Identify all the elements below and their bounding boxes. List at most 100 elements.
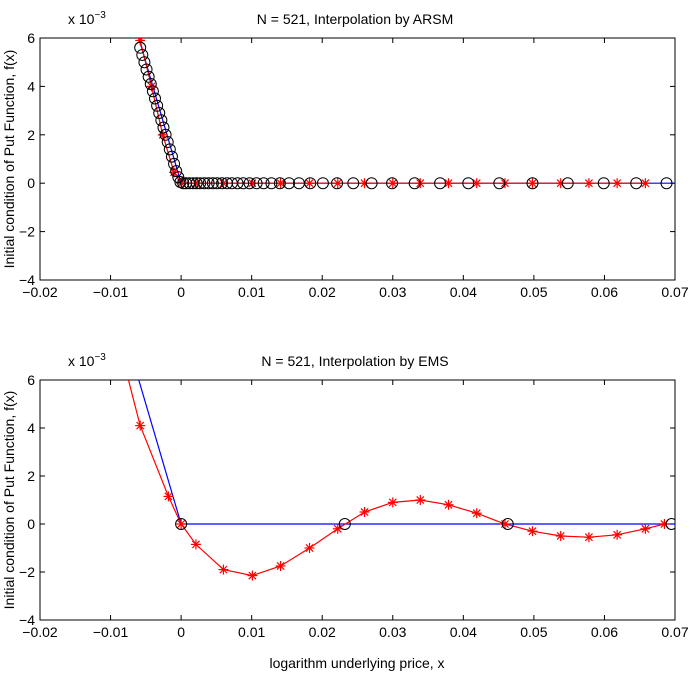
arsm-star-marker [555,178,566,189]
arsm-x-tick-label: −0.01 [93,284,129,300]
arsm-node-circle [198,177,211,190]
arsm-y-tick-label: 2 [27,127,35,143]
arsm-node-circle [134,41,147,54]
arsm-plot-area [39,37,676,281]
ems-star-marker [583,532,594,543]
arsm-node-circle [316,177,329,190]
arsm-y-tick-label: 6 [27,30,35,46]
arsm-node-circle [161,136,174,149]
arsm-title: N = 521, Interpolation by ARSM [257,11,454,27]
ems-y-tick-label: −4 [19,612,35,628]
arsm-node-circle [462,177,475,190]
arsm-node-circle [597,177,610,190]
arsm-x-tick-label: 0.02 [309,284,336,300]
arsm-node-circle [153,107,166,120]
arsm-node-circle [243,177,256,190]
ems-x-tick-label: −0.02 [22,624,58,640]
ems-y-tick-label: 0 [27,516,35,532]
ems-star-marker [135,420,146,431]
ems-node-circle [338,518,351,530]
arsm-star-marker [583,178,594,189]
ems-star-marker [471,508,482,519]
arsm-node-circle [190,177,203,190]
ems-x-tick-label: 0.06 [591,624,618,640]
arsm-y-ticks: −4 −2 0 2 4 6 [19,30,675,288]
ems-x-tick-label: −0.01 [93,624,129,640]
arsm-node-circle [660,177,673,190]
arsm-node-circle [304,177,317,190]
arsm-star-marker [471,178,482,189]
arsm-node-circle [140,63,153,76]
arsm-node-circle [283,177,296,190]
arsm-y-tick-label: −4 [19,272,35,288]
ems-y-tick-label: 6 [27,372,35,388]
arsm-node-circle [561,177,574,190]
arsm-node-circle [165,150,178,163]
arsm-x-tick-label: −0.02 [22,284,58,300]
arsm-y-tick-label: −2 [19,224,35,240]
arsm-node-circle [155,114,168,127]
ems-x-tick-label: 0.03 [379,624,406,640]
arsm-x-ticks: −0.02 −0.01 0 0.01 0.02 0.03 0.04 0.05 0.06 0.07 [22,38,689,300]
arsm-node-circle [331,177,344,190]
arsm-x-tick-label: 0.06 [591,284,618,300]
ems-star-marker [499,519,510,529]
ems-x-axis-label: logarithm underlying price, x [269,655,444,671]
arsm-x-tick-label: 0 [177,284,185,300]
arsm-node-circle [157,121,170,134]
ems-star-marker [275,561,286,571]
ems-chart: N = 521, Interpolation by EMS x 10−3 Ini… [1,352,689,671]
ems-star-marker [176,519,187,529]
arsm-node-circle [231,177,244,190]
ems-star-marker [247,570,258,581]
arsm-node-circle [206,177,219,190]
ems-series [120,363,675,581]
arsm-node-circle [138,56,151,69]
ems-x-tick-label: 0 [177,624,185,640]
arsm-x-tick-label: 0.04 [450,284,477,300]
ems-title: N = 521, Interpolation by EMS [261,353,448,369]
ems-y-axis-label: Initial condition of Put Function, f(x) [1,391,17,610]
ems-star-marker [527,526,538,537]
arsm-node-circle [151,99,164,112]
arsm-star-marker [304,178,315,189]
arsm-node-circle [149,92,162,105]
arsm-node-circle [493,177,506,190]
arsm-node-circle [237,177,250,190]
arsm-exponent-label: x 10−3 [68,10,106,27]
ems-star-marker [555,531,566,541]
ems-star-marker [443,499,454,510]
arsm-star-marker [612,178,623,189]
arsm-star-marker [359,178,370,189]
arsm-node-circle [408,177,421,190]
ems-star-marker [304,543,315,553]
ems-star-marker [640,523,651,534]
arsm-node-circle [159,128,172,141]
arsm-node-circle [211,177,224,190]
ems-y-tick-label: −2 [19,564,35,580]
ems-x-tick-label: 0.05 [520,624,547,640]
ems-node-circle [501,518,514,530]
arsm-node-circle [177,177,190,190]
arsm-node-circle [170,165,183,178]
arsm-node-circle [136,48,149,61]
ems-star-marker [612,529,623,540]
ems-y-ticks: −4 −2 0 2 4 6 [19,372,675,628]
ems-x-tick-label: 0.01 [238,624,265,640]
arsm-node-circle [250,177,263,190]
arsm-node-circle [142,70,155,83]
arsm-y-tick-label: 0 [27,175,35,191]
arsm-node-circle [365,177,378,190]
ems-star-marker [359,507,370,517]
arsm-node-circle [216,177,229,190]
arsm-node-circle [202,177,215,190]
ems-x-ticks: −0.02 −0.01 0 0.01 0.02 0.03 0.04 0.05 0.06 0.07 [22,380,689,640]
ems-star-marker [659,519,670,529]
arsm-node-circle [434,177,447,190]
arsm-star-marker [332,178,343,189]
arsm-series [134,38,675,190]
ems-plot-area [39,379,676,621]
arsm-node-circle [257,177,270,190]
ems-star-marker [120,363,130,373]
